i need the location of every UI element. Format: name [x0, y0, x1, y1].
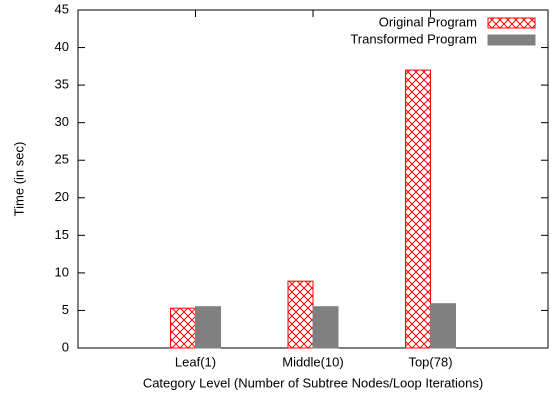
y-tick-label: 35 [55, 77, 69, 92]
legend-swatch [487, 34, 536, 46]
y-tick-label: 5 [62, 302, 69, 317]
y-tick-label: 15 [55, 227, 69, 242]
x-tick-label: Top(78) [408, 354, 452, 369]
bar [430, 303, 456, 349]
y-axis-label: Time (in sec) [11, 142, 26, 217]
legend-swatch [487, 17, 536, 29]
y-tick-label: 25 [55, 152, 69, 167]
y-tick-label: 30 [55, 114, 69, 129]
y-tick-label: 40 [55, 39, 69, 54]
x-axis-label: Category Level (Number of Subtree Nodes/… [143, 375, 483, 390]
bar [195, 306, 221, 349]
y-tick-label: 0 [62, 339, 69, 354]
bar [170, 307, 196, 349]
legend-label: Original Program [379, 14, 477, 29]
bar [312, 306, 339, 349]
bar [405, 69, 431, 349]
y-tick-label: 10 [55, 264, 69, 279]
y-tick-label: 45 [55, 1, 69, 16]
x-tick-label: Leaf(1) [175, 354, 216, 369]
x-tick-label: Middle(10) [282, 354, 343, 369]
y-tick-label: 20 [55, 189, 69, 204]
bar [287, 280, 314, 349]
legend-label: Transformed Program [350, 31, 477, 46]
